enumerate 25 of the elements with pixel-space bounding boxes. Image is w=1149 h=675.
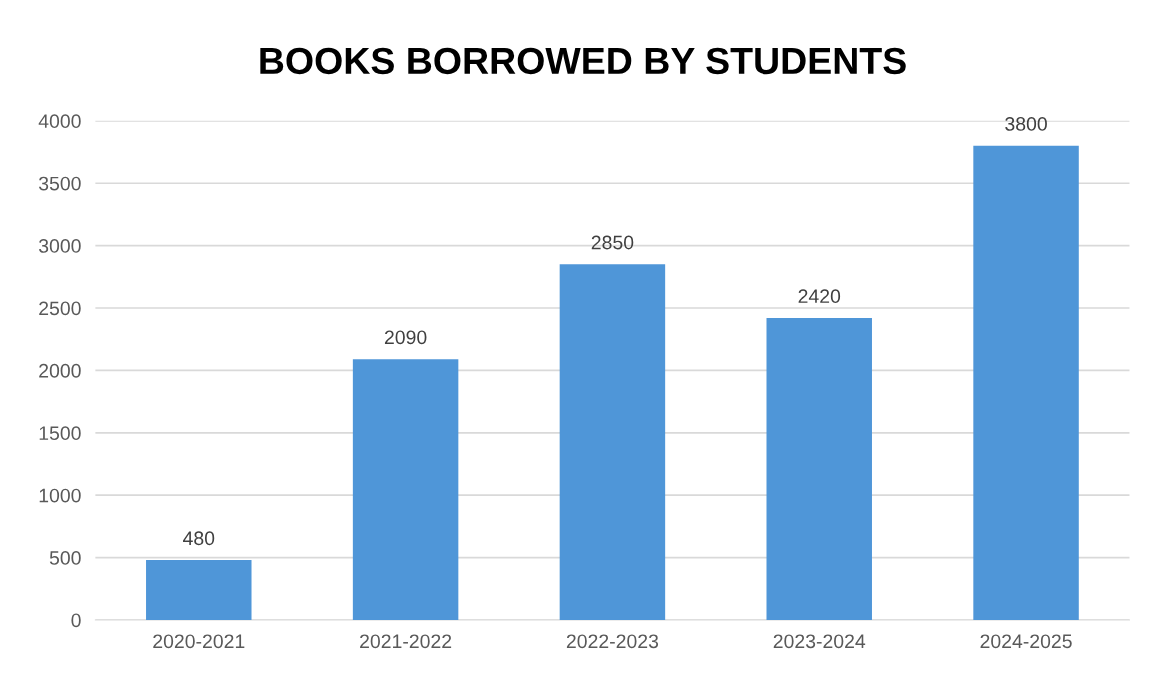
y-tick-label: 4000: [38, 114, 81, 129]
bar: [766, 317, 872, 620]
y-tick-label: 1000: [39, 488, 81, 503]
x-tick-label: 2023-2024: [773, 634, 866, 649]
data-label: 2090: [384, 330, 427, 345]
data-label: 480: [183, 531, 215, 546]
data-label: 2420: [798, 289, 841, 304]
y-tick-label: 3500: [38, 176, 81, 191]
y-tick-label: 2500: [39, 301, 81, 316]
y-tick-label: 0: [71, 613, 81, 628]
x-tick-label: 2024-2025: [980, 634, 1072, 649]
y-tick-label: 2000: [39, 363, 81, 378]
chart-title: BOOKS BORROWED BY STUDENTS: [260, 47, 906, 75]
bar: [559, 264, 666, 620]
data-label: 2850: [591, 235, 634, 250]
x-tick-label: 2021-2022: [360, 634, 452, 649]
data-label: 3800: [1005, 117, 1047, 131]
y-tick-label: 1500: [39, 426, 81, 441]
x-tick-label: 2020-2021: [153, 634, 245, 649]
y-tick-label: 500: [49, 551, 81, 565]
bar: [352, 359, 459, 620]
bar: [146, 560, 252, 620]
y-tick-label: 3000: [38, 239, 81, 253]
bar: [973, 145, 1079, 620]
x-tick-label: 2022-2023: [566, 634, 659, 649]
